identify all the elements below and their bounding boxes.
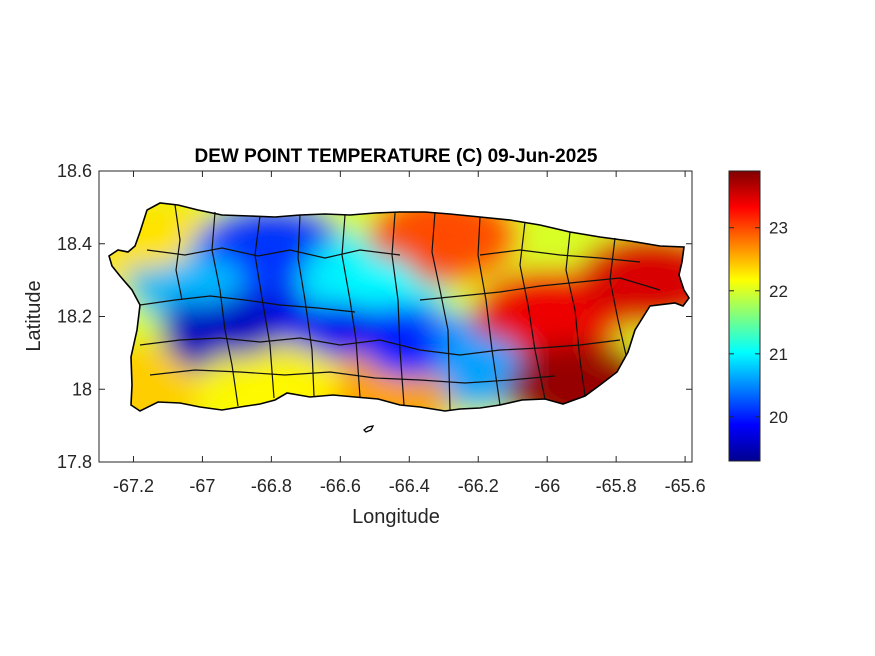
municipality-boundary — [139, 295, 356, 313]
field-core — [367, 328, 452, 377]
municipality-boundary — [254, 215, 275, 399]
municipality-boundary — [341, 214, 361, 398]
colorbar-tick-label: 20 — [769, 408, 788, 427]
x-tick-label: -67.2 — [113, 476, 154, 496]
colorbar-scale — [728, 170, 761, 462]
plot-area: -67.2 -67 -66.8 -66.6 -66.4 -66.2 -66 -65.8 -65.… — [57, 161, 706, 496]
field-core — [505, 292, 590, 341]
dewpoint-field-blobs — [109, 203, 689, 411]
field-core — [298, 303, 383, 352]
field-core — [436, 336, 521, 385]
colorbar-ticks: 20 21 22 23 — [729, 219, 788, 427]
x-tick-label: -65.8 — [596, 476, 637, 496]
colorbar: 20 21 22 23 — [728, 170, 788, 462]
field-core — [160, 256, 245, 305]
x-axis-label: Longitude — [352, 506, 440, 528]
municipality-boundary — [174, 204, 183, 301]
x-tick-label: -65.6 — [665, 476, 706, 496]
y-tick-label: 18 — [72, 379, 92, 399]
y-tick-label: 18.2 — [57, 307, 92, 327]
field-core — [608, 256, 689, 305]
y-tick-label: 18.4 — [57, 234, 92, 254]
x-tick-label: -67 — [189, 476, 215, 496]
x-tick-label: -66 — [534, 476, 560, 496]
municipality-boundary — [297, 214, 315, 397]
colorbar-tick-label: 21 — [769, 345, 788, 364]
municipality-boundary — [431, 211, 451, 411]
x-tick-label: -66.8 — [251, 476, 292, 496]
dewpoint-field — [109, 203, 689, 411]
field-core — [229, 227, 314, 276]
field-core — [332, 256, 417, 305]
municipality-boundary — [146, 247, 401, 259]
colorbar-tick-label: 22 — [769, 282, 788, 301]
y-axis-label: Latitude — [23, 280, 45, 351]
colorbar-tick-label: 23 — [769, 219, 788, 238]
municipality-boundary — [391, 212, 405, 406]
municipality-boundary — [479, 249, 641, 263]
x-axis: -67.2 -67 -66.8 -66.6 -66.4 -66.2 -66 -65.8 -65.… — [113, 171, 706, 496]
municipality-boundaries — [139, 204, 661, 411]
municipality-boundary — [149, 369, 556, 384]
municipality-boundary — [139, 337, 621, 356]
chart-title: DEW POINT TEMPERATURE (C) 09-Jun-2025 — [195, 146, 598, 167]
field-core — [401, 212, 486, 261]
y-tick-label: 17.8 — [57, 452, 92, 472]
x-tick-label: -66.6 — [320, 476, 361, 496]
caja-de-muertos-islet — [363, 425, 375, 433]
municipality-boundary — [419, 277, 661, 301]
island-outline — [108, 202, 690, 412]
x-tick-label: -66.4 — [389, 476, 430, 496]
x-tick-label: -66.2 — [458, 476, 499, 496]
field-core — [194, 307, 279, 356]
y-axis: 17.8 18 18.2 18.4 18.6 — [57, 161, 692, 472]
municipality-boundary — [565, 231, 586, 397]
municipality-boundary — [477, 216, 501, 406]
y-tick-label: 18.6 — [57, 161, 92, 181]
